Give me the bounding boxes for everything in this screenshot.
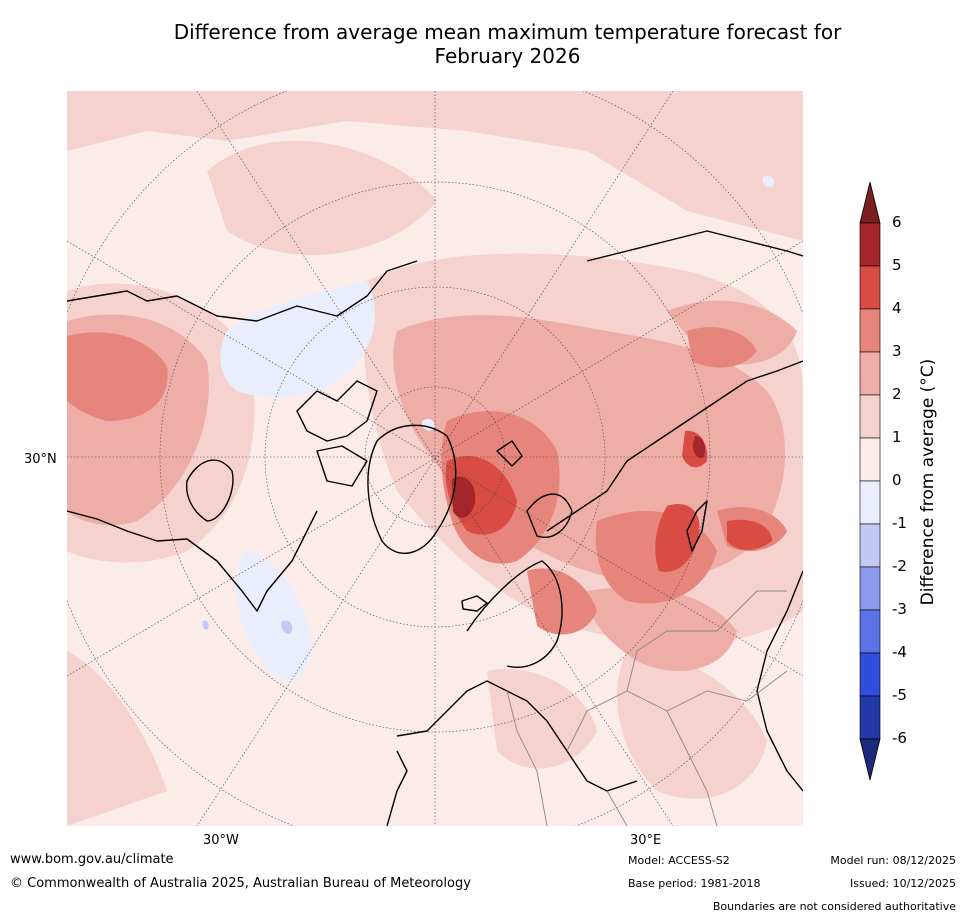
latitude-label: 30°N [24, 452, 57, 467]
colorbar-segment [859, 265, 881, 310]
colorbar-segment [859, 566, 881, 611]
colorbar-segment [859, 308, 881, 353]
anomaly-band-5-6 [452, 435, 705, 518]
colorbar-segments [859, 222, 881, 740]
map-svg [67, 91, 803, 826]
colorbar-tick-label: 2 [892, 385, 902, 403]
colorbar-tick-label: -4 [892, 643, 907, 661]
colorbar-title-text: Difference from average (°C) [918, 358, 938, 606]
colorbar-extend-low [859, 738, 881, 781]
colorbar-segment [859, 652, 881, 697]
title-line-2: February 2026 [434, 44, 581, 68]
colorbar-tick-label: 3 [892, 342, 902, 360]
colorbar-segment [859, 437, 881, 482]
forecast-map [67, 91, 803, 826]
colorbar-segment [859, 695, 881, 740]
colorbar-segment [859, 394, 881, 439]
colorbar-tick-label: -5 [892, 686, 907, 704]
anomaly-band-minus1-0 [220, 175, 775, 681]
colorbar-tick-label: -1 [892, 514, 907, 532]
footer-model: Model: ACCESS-S2 [628, 854, 730, 867]
colorbar-tick-label: 1 [892, 428, 902, 446]
colorbar-tick-label: 5 [892, 256, 902, 274]
colorbar-tick-label: -2 [892, 557, 907, 575]
colorbar-segment [859, 609, 881, 654]
footer-copyright: © Commonwealth of Australia 2025, Austra… [10, 876, 471, 891]
colorbar [859, 181, 881, 781]
colorbar-tick-label: 6 [892, 213, 902, 231]
footer-model-run: Model run: 08/12/2025 [830, 854, 956, 867]
footer-base-period: Base period: 1981-2018 [628, 877, 761, 890]
chart-title: Difference from average mean maximum tem… [60, 20, 955, 68]
colorbar-tick-label: -3 [892, 600, 907, 618]
footer-disclaimer: Boundaries are not considered authoritat… [712, 900, 956, 913]
colorbar-extend-high [859, 181, 881, 224]
coastlines [67, 230, 803, 826]
footer-url: www.bom.gov.au/climate [10, 852, 174, 867]
colorbar-segment [859, 351, 881, 396]
graticule [67, 91, 803, 826]
longitude-label-west: 30°W [203, 833, 239, 848]
title-line-1: Difference from average mean maximum tem… [173, 20, 842, 44]
anomaly-band-minus2-minus1 [202, 620, 293, 634]
national-boundaries [506, 590, 788, 826]
colorbar-segment [859, 222, 881, 267]
colorbar-tick-label: -6 [892, 729, 907, 747]
colorbar-segment [859, 523, 881, 568]
footer-issued: Issued: 10/12/2025 [849, 877, 956, 890]
colorbar-tick-label: 0 [892, 471, 902, 489]
longitude-label-east: 30°E [630, 833, 662, 848]
colorbar-tick-label: 4 [892, 299, 902, 317]
colorbar-segment [859, 480, 881, 525]
